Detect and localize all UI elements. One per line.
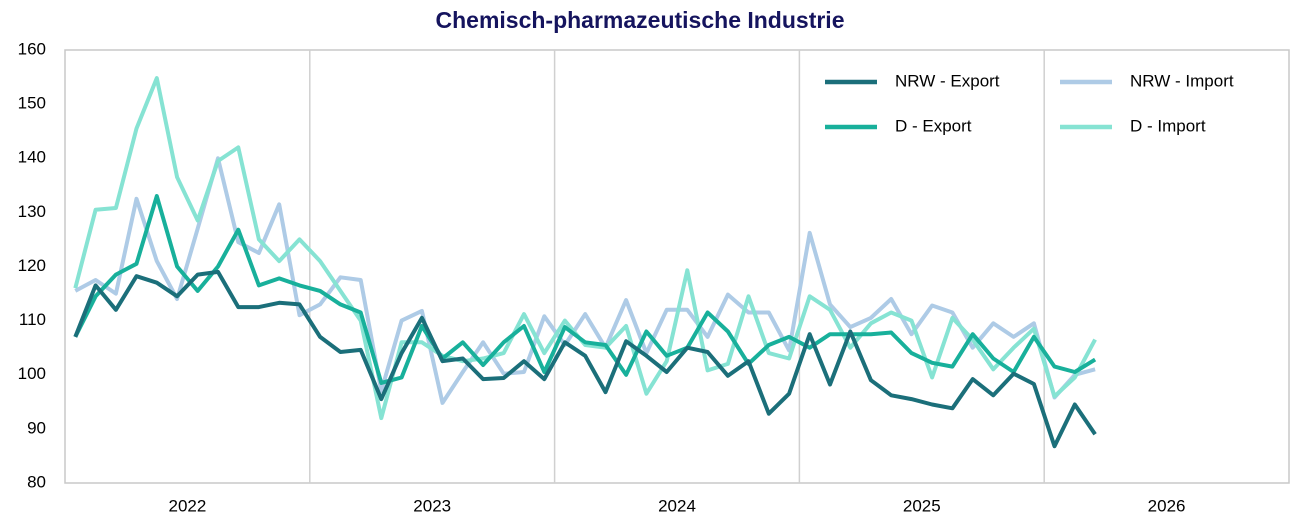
- legend-label: D - Export: [895, 116, 972, 135]
- x-tick-label: 2023: [413, 496, 451, 515]
- x-tick-label: 2025: [903, 496, 941, 515]
- y-tick-label: 160: [18, 39, 46, 58]
- x-tick-label: 2024: [658, 496, 696, 515]
- y-tick-label: 120: [18, 256, 46, 275]
- x-tick-label: 2022: [168, 496, 206, 515]
- x-tick-label: 2026: [1148, 496, 1186, 515]
- y-tick-label: 150: [18, 94, 46, 113]
- chart-title: Chemisch-pharmazeutische Industrie: [436, 7, 845, 33]
- y-tick-label: 140: [18, 148, 46, 167]
- legend-label: NRW - Export: [895, 71, 1000, 90]
- y-tick-label: 90: [27, 418, 46, 437]
- y-tick-label: 110: [19, 310, 46, 329]
- y-tick-label: 100: [18, 364, 46, 383]
- y-tick-label: 80: [27, 472, 46, 491]
- y-tick-label: 130: [18, 202, 46, 221]
- plot-frame: [64, 49, 1290, 484]
- legend-label: D - Import: [1130, 116, 1206, 135]
- series-line: [73, 269, 1097, 449]
- legend-label: NRW - Import: [1130, 71, 1234, 90]
- series-line: [73, 194, 1097, 385]
